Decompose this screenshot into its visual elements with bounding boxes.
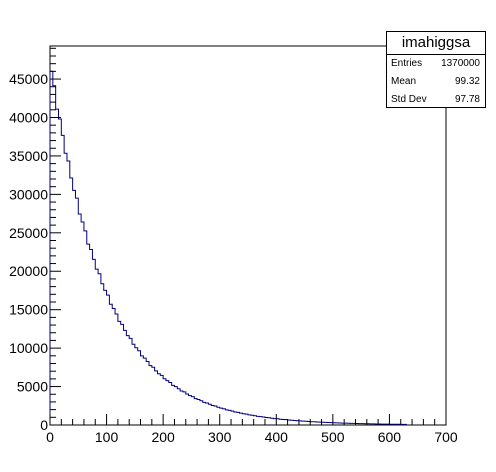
stats-entries-row: Entries 1370000 bbox=[387, 55, 485, 73]
x-tick-label: 700 bbox=[434, 429, 458, 445]
x-tick-label: 600 bbox=[378, 429, 402, 445]
y-tick-label: 5000 bbox=[17, 379, 48, 395]
stats-mean-label: Mean bbox=[391, 76, 417, 87]
y-tick-label: 20000 bbox=[9, 263, 48, 279]
stats-mean-value: 99.32 bbox=[454, 76, 480, 87]
histogram-series-line bbox=[49, 70, 407, 425]
x-axis: 0 100 200 300 400 500 600 700 bbox=[46, 414, 458, 445]
y-axis: 0 5000 10000 15000 20000 25000 30000 35000 40000… bbox=[9, 47, 61, 433]
x-tick-label: 400 bbox=[265, 429, 289, 445]
y-tick-label: 40000 bbox=[9, 109, 48, 125]
y-tick-label: 10000 bbox=[9, 340, 48, 356]
x-tick-label: 500 bbox=[321, 429, 345, 445]
x-tick-label: 100 bbox=[95, 429, 119, 445]
y-tick-label: 25000 bbox=[9, 225, 48, 241]
x-tick-label: 200 bbox=[151, 429, 175, 445]
y-tick-label: 45000 bbox=[9, 71, 48, 87]
x-tick-label: 0 bbox=[46, 429, 54, 445]
y-tick-label: 30000 bbox=[9, 186, 48, 202]
y-tick-label: 15000 bbox=[9, 302, 48, 318]
y-tick-label: 35000 bbox=[9, 148, 48, 164]
x-tick-label: 300 bbox=[208, 429, 232, 445]
stats-entries-value: 1370000 bbox=[441, 58, 480, 69]
stats-mean-row: Mean 99.32 bbox=[387, 73, 485, 91]
stats-entries-label: Entries bbox=[391, 58, 423, 69]
y-tick-label: 0 bbox=[40, 417, 48, 433]
stats-title: imahiggsa bbox=[387, 32, 485, 55]
stats-box: imahiggsa Entries 1370000 Mean 99.32 Std… bbox=[386, 31, 486, 108]
stats-stddev-value: 97.78 bbox=[454, 94, 480, 105]
stats-stddev-label: Std Dev bbox=[391, 94, 427, 105]
stats-stddev-row: Std Dev 97.78 bbox=[387, 91, 485, 109]
